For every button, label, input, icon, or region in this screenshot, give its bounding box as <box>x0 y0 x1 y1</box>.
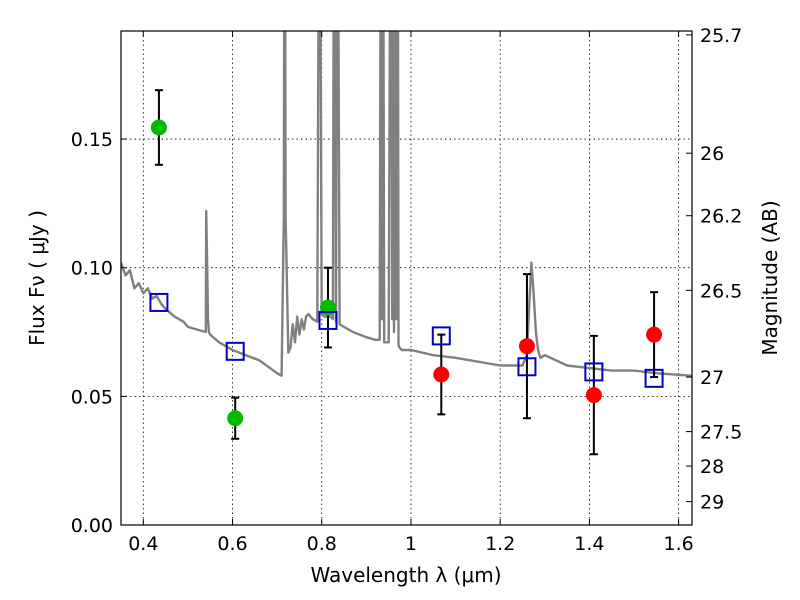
y-tick-label: 0.10 <box>71 258 113 280</box>
x-tick-label: 0.6 <box>217 533 247 555</box>
model-point <box>225 341 245 361</box>
right-axis-label: Magnitude (AB) <box>758 200 782 355</box>
observed-point <box>150 119 167 136</box>
observed-point <box>227 410 244 427</box>
right-tick-label: 25.7 <box>700 25 742 47</box>
x-tick-label: 1.6 <box>664 533 694 555</box>
observed-point <box>585 387 602 404</box>
plot-frame <box>120 30 693 526</box>
y-tick-label: 0.00 <box>71 515 113 537</box>
model-point <box>431 326 451 346</box>
model-spectrum <box>121 31 692 377</box>
model-point <box>318 310 338 330</box>
right-tick-label: 26.2 <box>700 206 742 228</box>
model-point <box>584 362 604 382</box>
axis-ticks: 0.4 0.6 0.8 1 1.2 1.4 1.6 0.00 0.05 0.10 0.15 25.7 2… <box>71 25 743 555</box>
x-tick-label: 1 <box>405 533 417 555</box>
y-axis-label: Flux Fν ( μJy ) <box>25 210 49 346</box>
x-tick-label: 0.4 <box>128 533 158 555</box>
data-points <box>149 89 664 456</box>
model-point <box>517 357 537 377</box>
observed-point <box>319 299 336 316</box>
y-tick-label: 0.05 <box>71 386 113 408</box>
model-point <box>644 368 664 388</box>
y-tick-label: 0.15 <box>71 129 113 151</box>
right-tick-label: 29 <box>700 492 724 514</box>
spectrum-line <box>121 31 692 377</box>
right-tick-label: 27.5 <box>700 422 742 444</box>
right-tick-label: 26 <box>700 143 724 165</box>
right-tick-label: 28 <box>700 456 724 478</box>
model-point <box>149 292 169 312</box>
observed-point <box>646 326 663 343</box>
x-axis-label: Wavelength λ (μm) <box>310 563 501 587</box>
right-tick-label: 27 <box>700 367 724 389</box>
x-tick-label: 0.8 <box>307 533 337 555</box>
x-tick-label: 1.4 <box>574 533 604 555</box>
observed-point <box>518 338 535 355</box>
x-tick-label: 1.2 <box>485 533 515 555</box>
observed-point <box>433 366 450 383</box>
right-tick-label: 26.5 <box>700 280 742 302</box>
